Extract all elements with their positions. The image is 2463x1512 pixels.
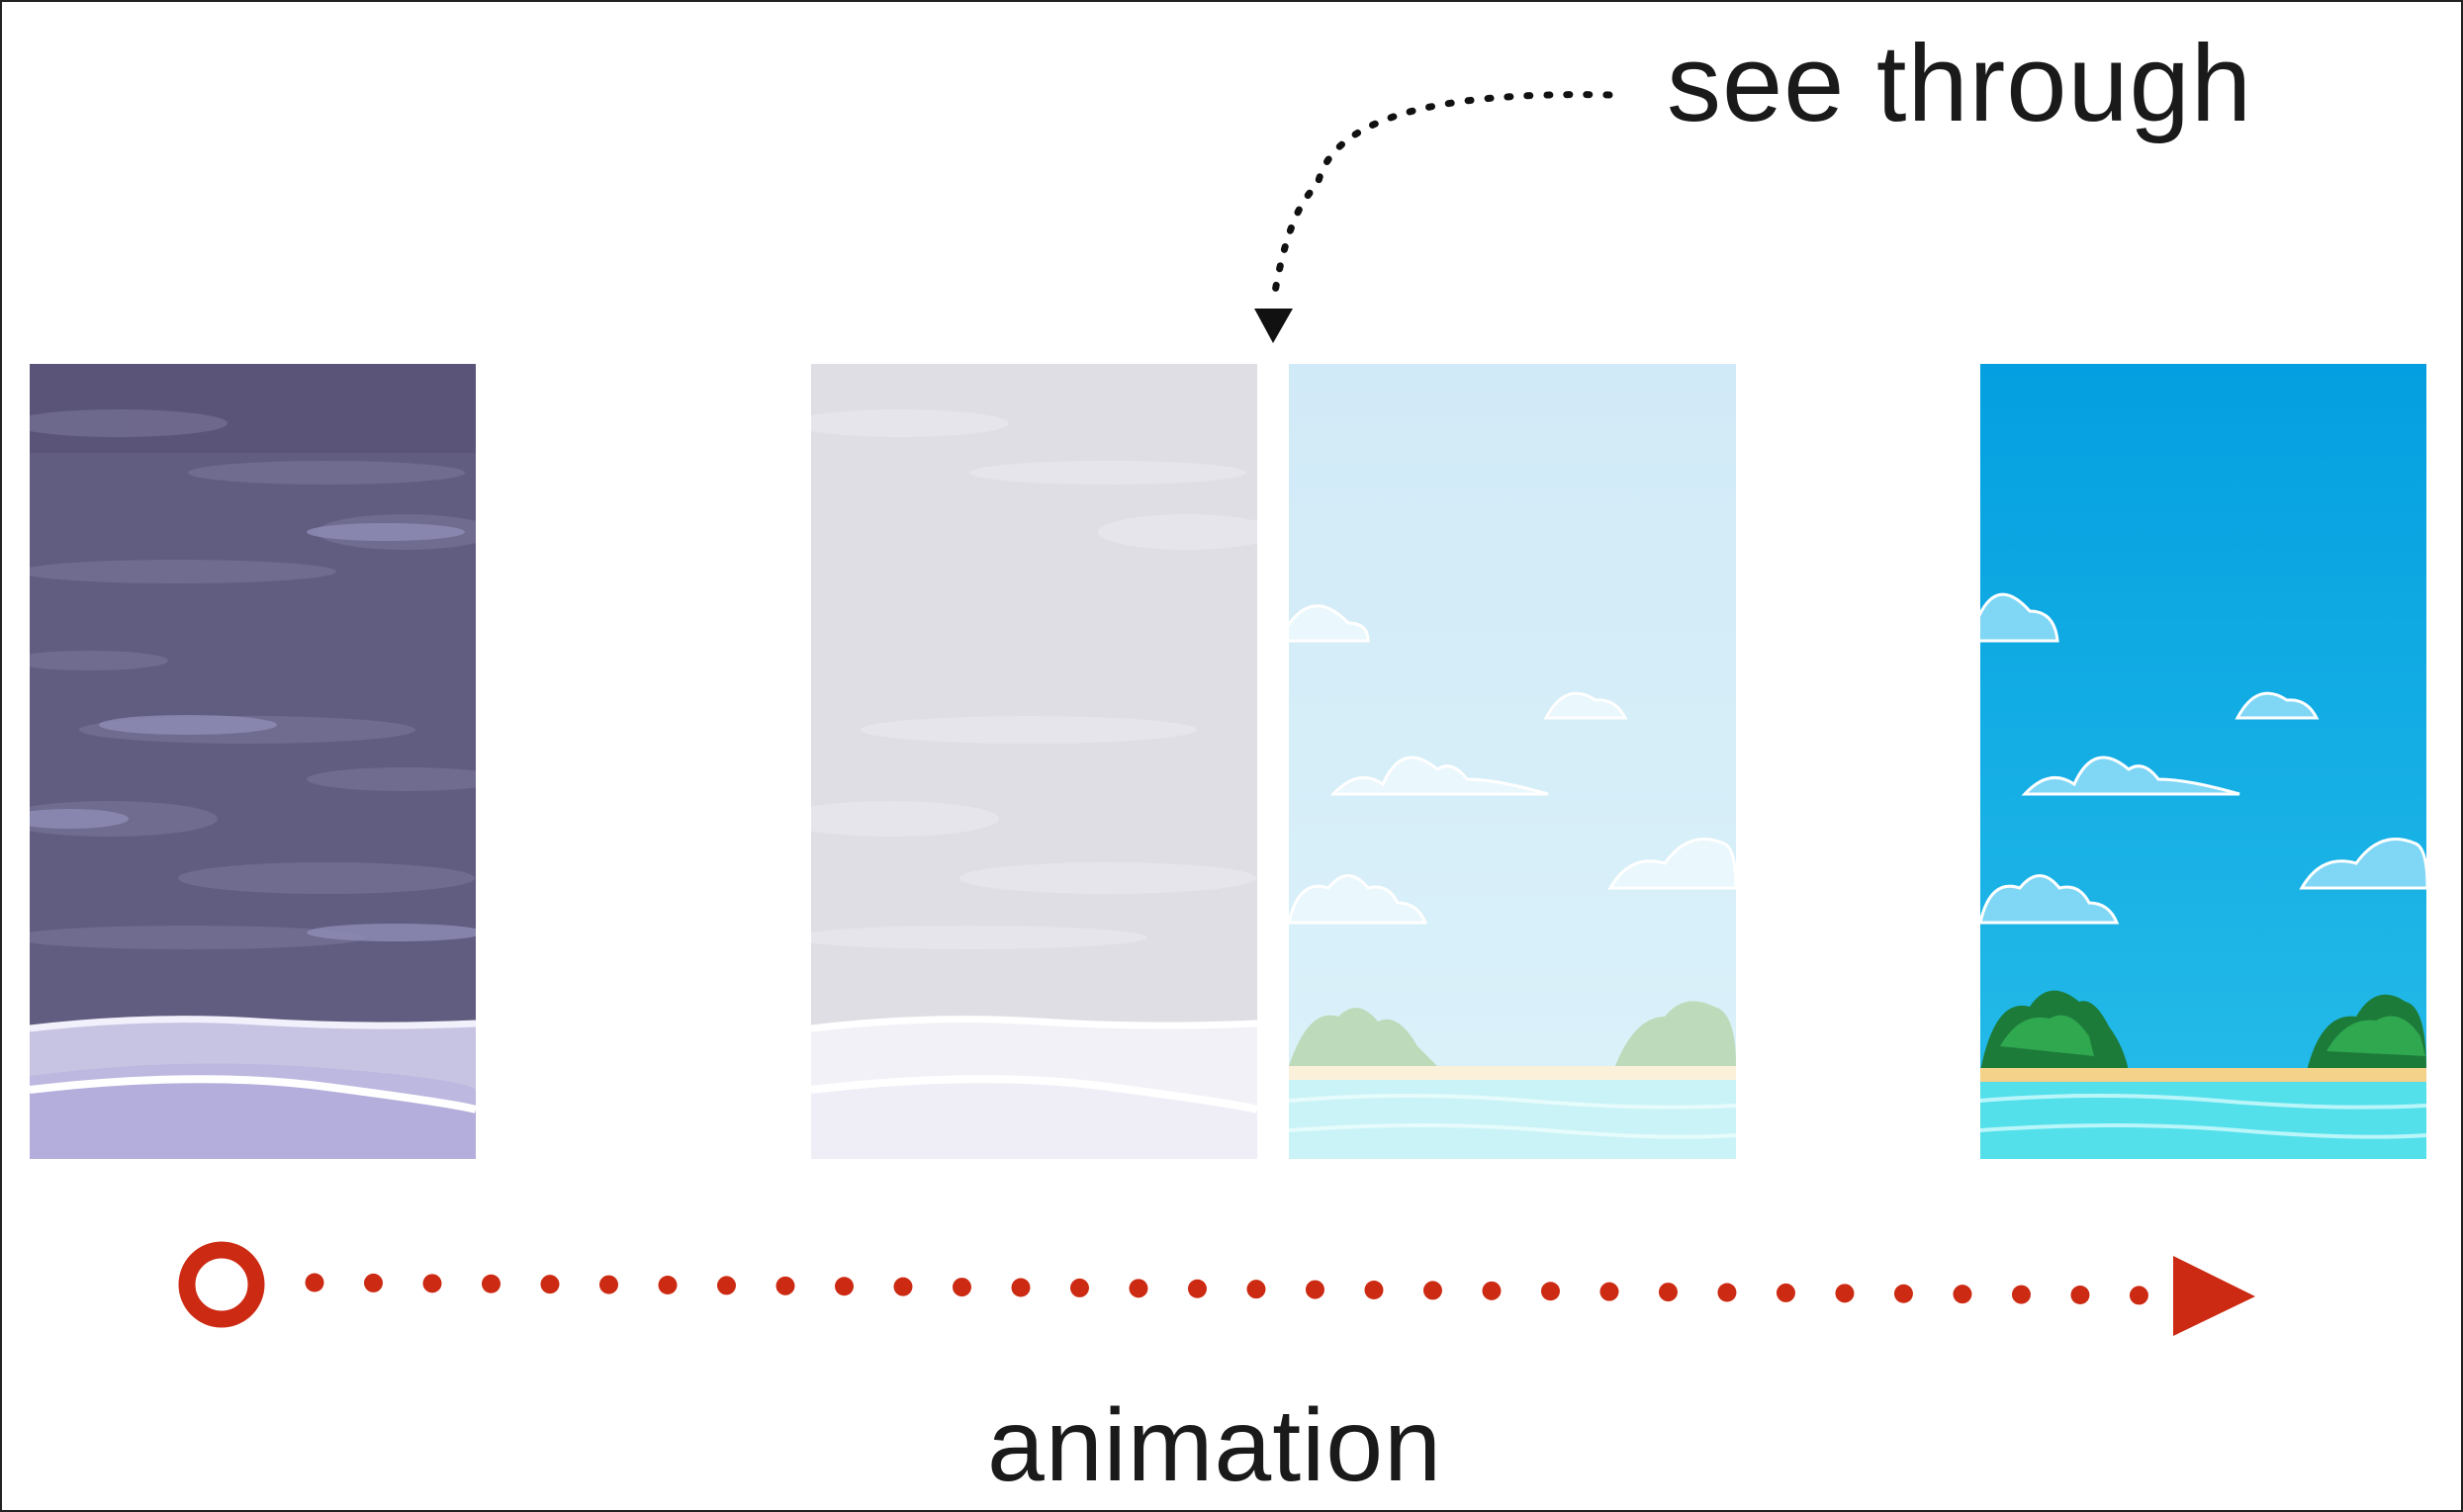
see-through-arrowhead (1254, 309, 1293, 343)
panel-sunny-beach-faded (1289, 364, 1736, 1159)
animation-start-circle (178, 1241, 265, 1328)
see-through-label: see through (1667, 23, 2252, 144)
animation-arrowhead (2173, 1256, 2255, 1336)
see-through-arrow (1269, 91, 1613, 308)
panel-sunny-beach (1980, 364, 2426, 1159)
panel-stormy-sky-faded (811, 364, 1257, 1159)
panel-stormy-sky (30, 364, 476, 1159)
animation-dotted-line (305, 1273, 2160, 1305)
animation-label: animation (987, 1388, 1442, 1503)
